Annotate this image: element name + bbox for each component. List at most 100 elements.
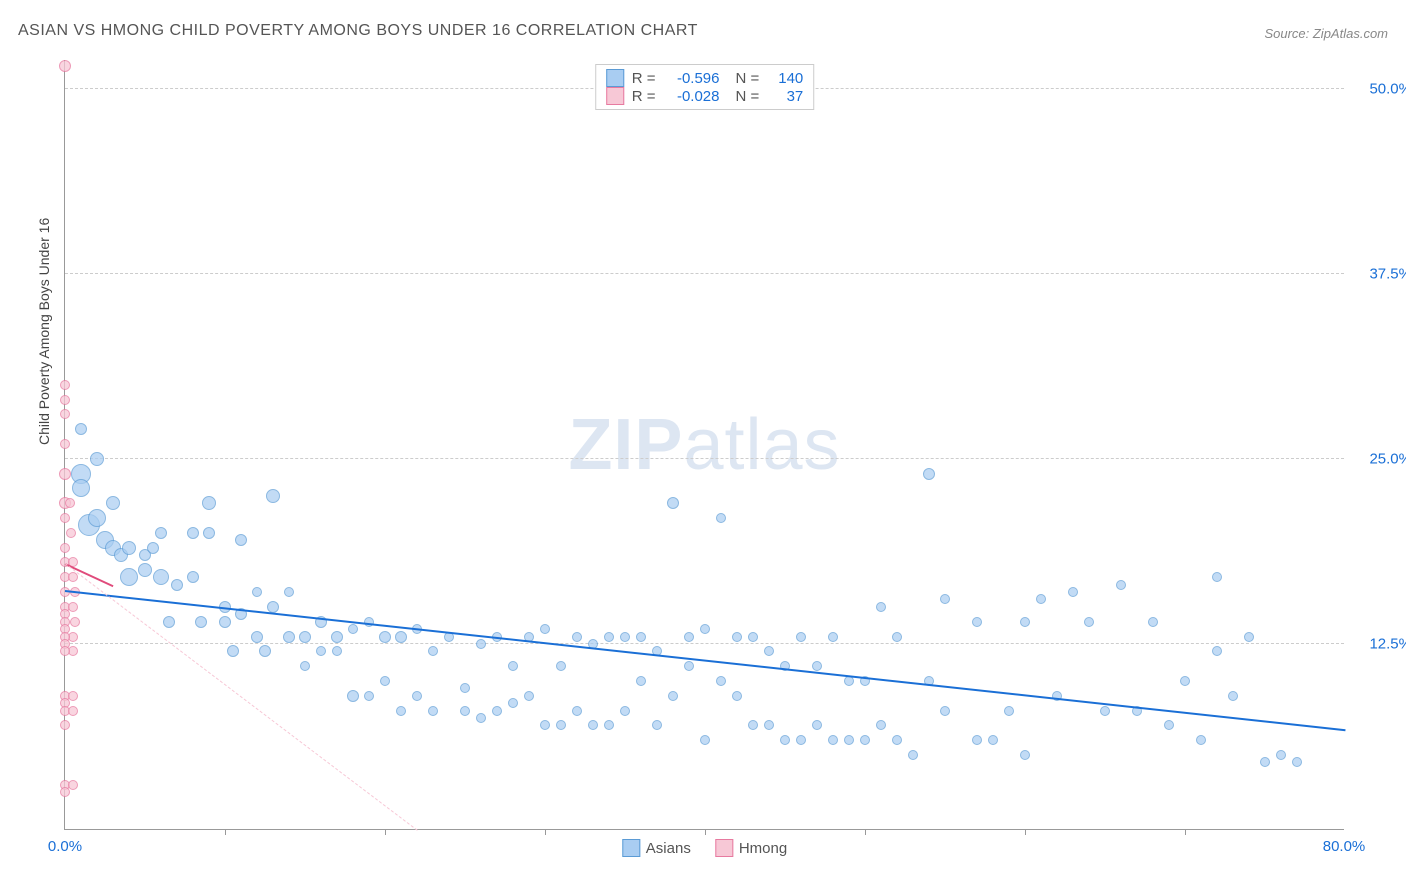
asians-point [1004, 706, 1014, 716]
asians-point [620, 706, 630, 716]
asians-point [923, 468, 935, 480]
y-tick-label: 37.5% [1352, 265, 1406, 282]
asians-point [122, 541, 136, 555]
asians-point [876, 720, 886, 730]
hmong-point [60, 646, 70, 656]
asians-point [876, 602, 886, 612]
stats-r-label: R = [632, 70, 656, 87]
asians-point [476, 639, 486, 649]
watermark-bold: ZIP [568, 405, 683, 485]
asians-point [1244, 632, 1254, 642]
asians-point [604, 632, 614, 642]
asians-point [556, 720, 566, 730]
watermark: ZIPatlas [568, 404, 840, 486]
asians-point [348, 624, 358, 634]
asians-point [299, 631, 311, 643]
hmong-point [59, 60, 71, 72]
asians-point [396, 706, 406, 716]
legend-swatch [715, 839, 733, 857]
asians-point [316, 646, 326, 656]
asians-point [90, 452, 104, 466]
asians-point [508, 698, 518, 708]
asians-point [588, 720, 598, 730]
hmong-point [60, 409, 70, 419]
asians-point [300, 661, 310, 671]
asians-point [155, 527, 167, 539]
hmong-point [60, 787, 70, 797]
stats-n-label: N = [736, 70, 760, 87]
asians-point [163, 616, 175, 628]
hmong-point [68, 572, 78, 582]
asians-point [812, 661, 822, 671]
legend-swatch [622, 839, 640, 857]
stats-swatch [606, 69, 624, 87]
watermark-rest: atlas [683, 405, 840, 485]
asians-point [1020, 750, 1030, 760]
asians-point [1148, 617, 1158, 627]
asians-point [1292, 757, 1302, 767]
asians-point [347, 690, 359, 702]
plot-area: ZIPatlas 12.5%25.0%37.5%50.0% R =-0.596N… [64, 60, 1344, 830]
asians-point [540, 624, 550, 634]
asians-point [1180, 676, 1190, 686]
x-tick-mark [705, 829, 706, 835]
asians-point [556, 661, 566, 671]
x-tick-mark [865, 829, 866, 835]
asians-point [251, 631, 263, 643]
asians-point [828, 735, 838, 745]
hmong-point [66, 528, 76, 538]
asians-point [572, 632, 582, 642]
asians-point [492, 706, 502, 716]
asians-point [460, 683, 470, 693]
asians-point [1068, 587, 1078, 597]
y-tick-label: 12.5% [1352, 635, 1406, 652]
asians-point [572, 706, 582, 716]
hmong-point [59, 468, 71, 480]
hmong-point [70, 617, 80, 627]
grid-line-h [65, 643, 1344, 644]
asians-point [748, 632, 758, 642]
asians-point [1212, 646, 1222, 656]
asians-point [1100, 706, 1110, 716]
asians-point [1212, 572, 1222, 582]
hmong-point [60, 380, 70, 390]
asians-point [828, 632, 838, 642]
asians-point [604, 720, 614, 730]
stats-r-value: -0.596 [664, 70, 720, 87]
asians-point [120, 568, 138, 586]
asians-point [1036, 594, 1046, 604]
asians-point [153, 569, 169, 585]
asians-point [106, 496, 120, 510]
y-axis-title: Child Poverty Among Boys Under 16 [36, 218, 52, 445]
asians-point [187, 527, 199, 539]
hmong-point [65, 498, 75, 508]
asians-point [379, 631, 391, 643]
asians-point [540, 720, 550, 730]
asians-point [668, 691, 678, 701]
asians-point [202, 496, 216, 510]
grid-line-h [65, 458, 1344, 459]
asians-point [732, 632, 742, 642]
asians-point [700, 735, 710, 745]
stats-n-value: 37 [767, 88, 803, 105]
x-max-label: 80.0% [1323, 838, 1366, 855]
stats-n-value: 140 [767, 70, 803, 87]
asians-point [796, 735, 806, 745]
asians-point [812, 720, 822, 730]
stats-row: R =-0.028N =37 [606, 87, 804, 105]
asians-point [780, 735, 790, 745]
asians-point [716, 676, 726, 686]
hmong-point [60, 720, 70, 730]
asians-point [1276, 750, 1286, 760]
stats-box: R = -0.596 N = 140R =-0.028N =37 [595, 64, 815, 110]
asians-point [252, 587, 262, 597]
hmong-point [68, 691, 78, 701]
asians-point [524, 691, 534, 701]
asians-point [88, 509, 106, 527]
asians-point [195, 616, 207, 628]
asians-point [476, 713, 486, 723]
asians-point [1116, 580, 1126, 590]
asians-point [508, 661, 518, 671]
hmong-point [68, 780, 78, 790]
legend-label: Hmong [739, 840, 787, 857]
